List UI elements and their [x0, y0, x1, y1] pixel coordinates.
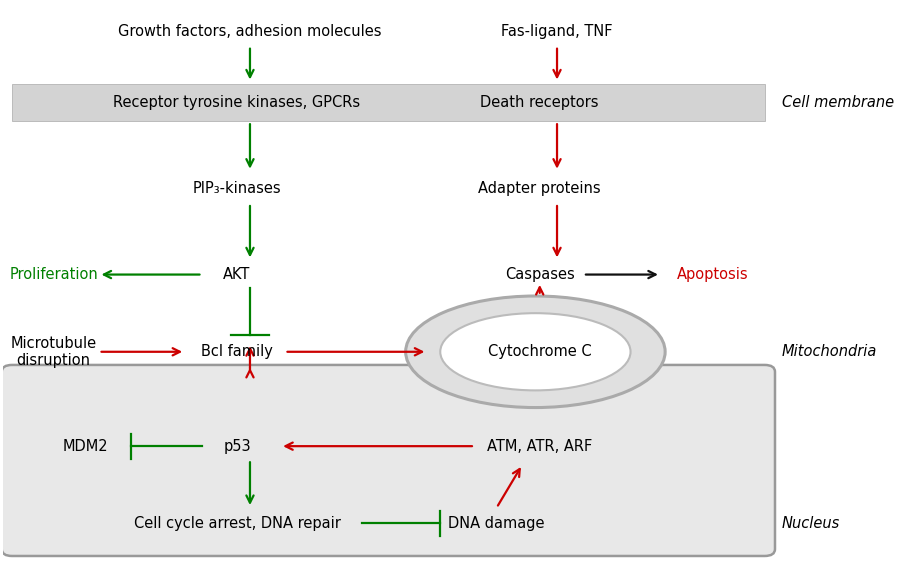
- Text: Fas-ligand, TNF: Fas-ligand, TNF: [501, 24, 612, 39]
- FancyBboxPatch shape: [12, 84, 764, 121]
- Text: Death receptors: Death receptors: [480, 96, 599, 110]
- Text: Microtubule
disruption: Microtubule disruption: [11, 336, 96, 368]
- Text: Apoptosis: Apoptosis: [677, 267, 749, 282]
- Text: Cell cycle arrest, DNA repair: Cell cycle arrest, DNA repair: [134, 516, 340, 531]
- Text: Proliferation: Proliferation: [9, 267, 98, 282]
- FancyBboxPatch shape: [2, 365, 775, 556]
- Text: PIP₃-kinases: PIP₃-kinases: [193, 181, 281, 196]
- Text: Bcl family: Bcl family: [201, 344, 273, 359]
- Ellipse shape: [440, 313, 631, 390]
- Text: Cell membrane: Cell membrane: [782, 96, 894, 110]
- Text: Mitochondria: Mitochondria: [782, 344, 877, 359]
- Ellipse shape: [406, 296, 665, 407]
- Text: Receptor tyrosine kinases, GPCRs: Receptor tyrosine kinases, GPCRs: [114, 96, 360, 110]
- Text: p53: p53: [223, 439, 251, 454]
- Text: Caspases: Caspases: [505, 267, 574, 282]
- Text: MDM2: MDM2: [63, 439, 108, 454]
- Text: DNA damage: DNA damage: [449, 516, 545, 531]
- Text: Adapter proteins: Adapter proteins: [479, 181, 601, 196]
- Text: AKT: AKT: [223, 267, 250, 282]
- Text: Nucleus: Nucleus: [782, 516, 840, 531]
- Text: ATM, ATR, ARF: ATM, ATR, ARF: [487, 439, 592, 454]
- Text: Cytochrome C: Cytochrome C: [488, 344, 592, 359]
- Text: Growth factors, adhesion molecules: Growth factors, adhesion molecules: [118, 24, 381, 39]
